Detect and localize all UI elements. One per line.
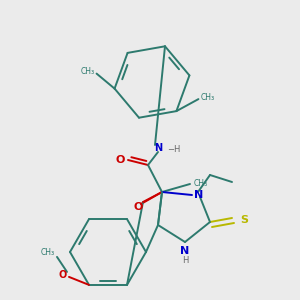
Text: O: O	[133, 202, 143, 212]
Text: H: H	[182, 256, 188, 265]
Text: O: O	[115, 155, 125, 165]
Text: CH₃: CH₃	[80, 67, 94, 76]
Text: N: N	[194, 190, 203, 200]
Text: O: O	[59, 270, 67, 280]
Text: CH₃: CH₃	[194, 179, 208, 188]
Text: N: N	[180, 246, 190, 256]
Text: −H: −H	[167, 146, 180, 154]
Text: CH₃: CH₃	[41, 248, 55, 257]
Text: N: N	[154, 143, 162, 153]
Text: S: S	[240, 215, 248, 225]
Text: CH₃: CH₃	[200, 93, 214, 102]
